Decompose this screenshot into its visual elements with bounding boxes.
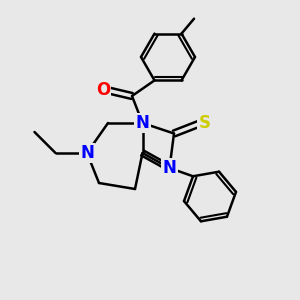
Text: S: S — [199, 114, 211, 132]
Text: N: N — [80, 144, 94, 162]
Text: N: N — [163, 159, 176, 177]
Text: N: N — [136, 114, 149, 132]
Text: O: O — [96, 81, 110, 99]
